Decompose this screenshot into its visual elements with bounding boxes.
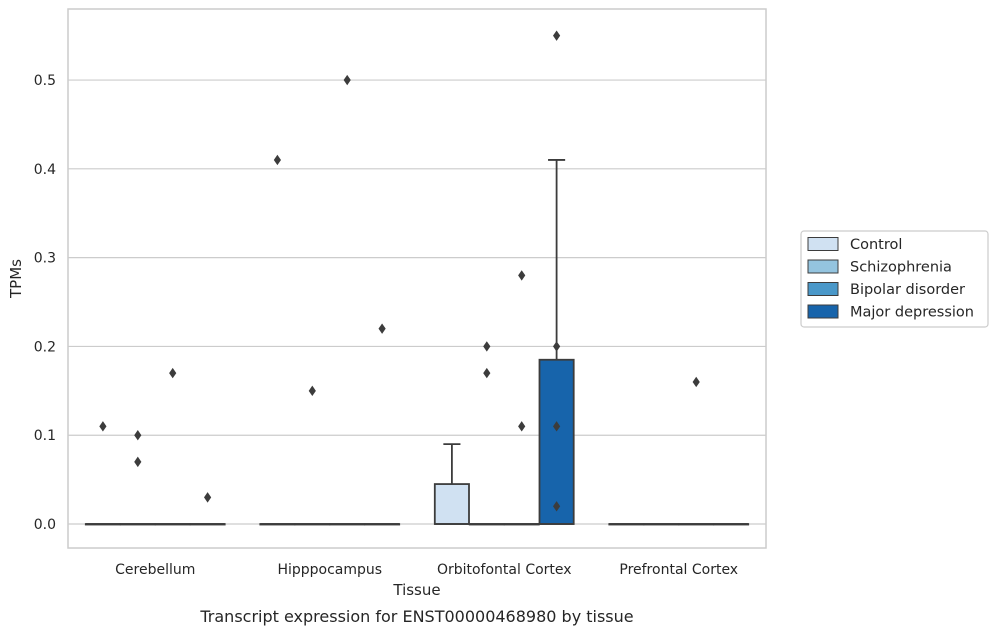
outlier-point xyxy=(378,323,386,334)
box-bipolar-disorder xyxy=(678,523,715,526)
x-tick-label: Orbitofontal Cortex xyxy=(437,562,572,578)
figure-caption: Transcript expression for ENST0000046898… xyxy=(199,607,633,626)
legend-label: Major depression xyxy=(850,305,974,321)
box-schizophrenia xyxy=(119,523,156,526)
box-groups xyxy=(84,159,750,526)
y-axis-label: TPMs xyxy=(7,259,25,299)
outlier-point xyxy=(483,341,491,352)
outlier-point xyxy=(518,421,526,432)
legend-swatch xyxy=(807,237,839,251)
box-bipolar-disorder xyxy=(503,523,540,526)
y-tick-label: 0.1 xyxy=(34,428,56,444)
outlier-point xyxy=(273,154,281,166)
outlier-point xyxy=(553,501,561,512)
box-major-depression xyxy=(189,523,226,526)
legend-label: Schizophrenia xyxy=(850,260,952,276)
box-control xyxy=(433,443,470,525)
box-bipolar-disorder xyxy=(154,523,191,526)
outlier-point xyxy=(204,492,212,503)
legend-label: Bipolar disorder xyxy=(850,282,965,298)
x-tick-label: Cerebellum xyxy=(115,562,195,578)
x-tick-label: Hipppocampus xyxy=(277,562,382,578)
box-major-depression xyxy=(364,523,401,526)
legend-swatch xyxy=(807,304,839,319)
outlier-point xyxy=(134,430,142,441)
y-tick-label: 0.4 xyxy=(34,162,56,178)
box-schizophrenia xyxy=(468,523,505,526)
box-control xyxy=(608,523,645,526)
legend: Control Schizophrenia Bipolar disorder Majo… xyxy=(800,230,989,328)
box-schizophrenia xyxy=(643,523,680,526)
box-major-depression xyxy=(538,159,575,525)
gridlines xyxy=(68,79,766,525)
legend-label: Control xyxy=(850,237,902,253)
box-control xyxy=(84,523,121,526)
legend-swatch xyxy=(807,259,839,274)
box-body xyxy=(538,358,575,525)
outlier-point xyxy=(134,456,142,468)
y-tick-label: 0.5 xyxy=(34,73,56,89)
plot-frame xyxy=(67,8,767,549)
y-tick-label: 0.2 xyxy=(34,339,56,355)
outlier-point xyxy=(99,421,107,432)
outlier-point xyxy=(553,421,561,432)
y-tick-label: 0.3 xyxy=(34,251,56,267)
box-schizophrenia xyxy=(294,523,331,526)
box-body xyxy=(433,483,470,525)
legend-frame xyxy=(800,230,989,328)
box-control xyxy=(259,523,296,526)
outlier-points xyxy=(99,30,700,512)
outlier-point xyxy=(169,367,177,379)
outlier-point xyxy=(518,270,526,281)
outlier-point xyxy=(553,30,561,41)
outlier-point xyxy=(343,74,351,86)
x-tick-label: Prefrontal Cortex xyxy=(619,562,738,578)
outlier-point xyxy=(553,341,561,352)
y-tick-label: 0.0 xyxy=(34,517,56,533)
outlier-point xyxy=(483,367,491,379)
y-tick-labels: 0.0 0.1 0.2 0.3 0.4 0.5 xyxy=(34,73,56,533)
x-axis-label: Tissue xyxy=(392,581,440,599)
outlier-point xyxy=(692,376,700,388)
x-tick-labels: Cerebellum Hipppocampus Orbitofontal Corte… xyxy=(115,562,738,578)
box-bipolar-disorder xyxy=(329,523,366,526)
legend-swatch xyxy=(807,282,839,296)
outlier-point xyxy=(308,385,316,397)
box-major-depression xyxy=(713,523,750,526)
